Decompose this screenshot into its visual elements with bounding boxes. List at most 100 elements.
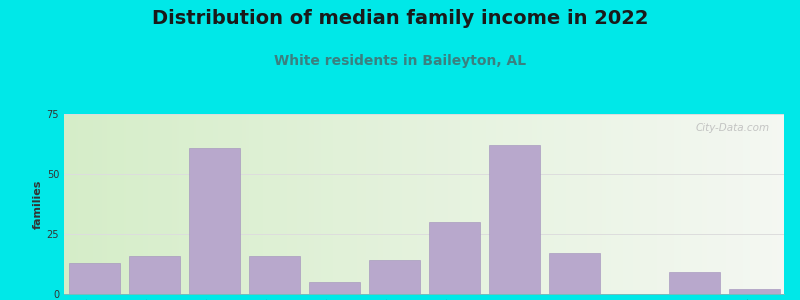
Bar [290, 114, 292, 294]
Bar [688, 114, 690, 294]
Bar [429, 114, 431, 294]
Bar [234, 114, 237, 294]
Bar [186, 114, 189, 294]
Bar [508, 114, 510, 294]
Bar [191, 114, 194, 294]
Bar [78, 114, 81, 294]
Bar [383, 114, 386, 294]
Bar [244, 114, 246, 294]
Bar [402, 114, 405, 294]
Bar [153, 114, 155, 294]
Bar [278, 114, 280, 294]
Bar [105, 114, 107, 294]
Bar [453, 114, 455, 294]
Bar [774, 114, 777, 294]
Bar [282, 114, 285, 294]
Bar [712, 114, 714, 294]
Bar [170, 114, 172, 294]
Bar [741, 114, 743, 294]
Bar [551, 114, 554, 294]
Bar [770, 114, 772, 294]
Bar [275, 114, 278, 294]
Bar [141, 114, 143, 294]
Bar [772, 114, 774, 294]
Bar [777, 114, 779, 294]
Bar [179, 114, 182, 294]
Text: White residents in Baileyton, AL: White residents in Baileyton, AL [274, 54, 526, 68]
Bar [129, 114, 131, 294]
Bar [702, 114, 705, 294]
Bar [119, 114, 122, 294]
Bar [618, 114, 621, 294]
Bar [587, 114, 590, 294]
Bar [83, 114, 86, 294]
Bar [731, 114, 734, 294]
Bar [616, 114, 618, 294]
Bar [671, 114, 674, 294]
Bar [162, 114, 165, 294]
Bar [544, 114, 546, 294]
Bar [285, 114, 287, 294]
Bar [710, 114, 712, 294]
Bar [398, 114, 400, 294]
Bar [69, 263, 119, 294]
Bar [549, 253, 599, 294]
Bar [369, 260, 419, 294]
Bar [638, 114, 640, 294]
Bar [717, 114, 719, 294]
Bar [585, 114, 587, 294]
Bar [520, 114, 522, 294]
Bar [189, 148, 239, 294]
Bar [381, 114, 383, 294]
Bar [554, 114, 556, 294]
Bar [412, 114, 414, 294]
Bar [590, 114, 592, 294]
Bar [74, 114, 76, 294]
Bar [189, 114, 191, 294]
Bar [309, 114, 311, 294]
Bar [482, 114, 484, 294]
Bar [556, 114, 558, 294]
Bar [258, 114, 261, 294]
Bar [249, 256, 299, 294]
Bar [263, 114, 266, 294]
Bar [196, 114, 198, 294]
Bar [95, 114, 98, 294]
Bar [686, 114, 688, 294]
Bar [640, 114, 642, 294]
Bar [662, 114, 664, 294]
Bar [568, 114, 570, 294]
Bar [525, 114, 527, 294]
Bar [647, 114, 650, 294]
Bar [304, 114, 306, 294]
Bar [316, 114, 318, 294]
Bar [376, 114, 378, 294]
Bar [729, 114, 731, 294]
Bar [489, 114, 491, 294]
Bar [357, 114, 359, 294]
Bar [760, 114, 762, 294]
Bar [474, 114, 477, 294]
Bar [400, 114, 402, 294]
Bar [448, 114, 450, 294]
Bar [609, 114, 611, 294]
Bar [110, 114, 112, 294]
Bar [232, 114, 234, 294]
Bar [750, 114, 753, 294]
Bar [417, 114, 419, 294]
Bar [726, 114, 729, 294]
Bar [441, 114, 443, 294]
Bar [227, 114, 230, 294]
Bar [366, 114, 369, 294]
Bar [350, 114, 352, 294]
Bar [393, 114, 395, 294]
Bar [527, 114, 530, 294]
Bar [150, 114, 153, 294]
Bar [280, 114, 282, 294]
Bar [114, 114, 117, 294]
Bar [184, 114, 186, 294]
Bar [690, 114, 693, 294]
Bar [446, 114, 448, 294]
Bar [102, 114, 105, 294]
Bar [582, 114, 585, 294]
